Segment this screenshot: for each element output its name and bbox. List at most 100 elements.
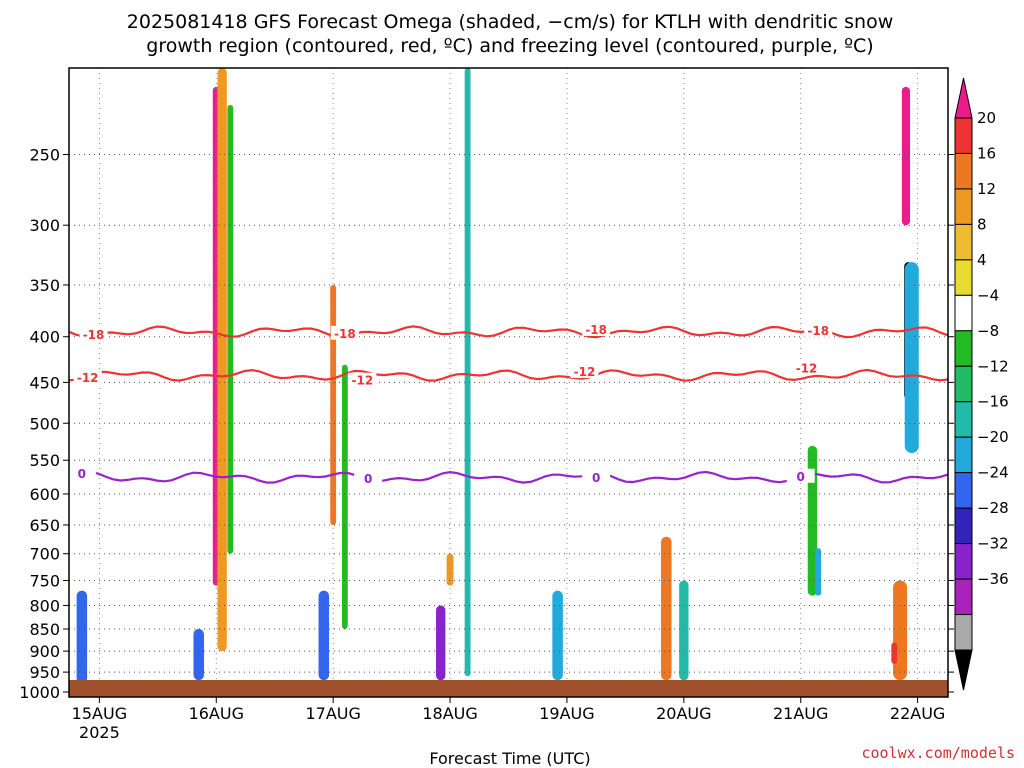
- contour-label-bg: [582, 321, 611, 336]
- y-tick-label: 900: [29, 642, 60, 661]
- colorbar-bottom-triangle: [954, 649, 973, 691]
- colorbar-band: [954, 294, 973, 332]
- y-tick-label: 650: [29, 516, 60, 535]
- plot-background: [69, 68, 948, 697]
- colorbar-top-triangle: [954, 77, 973, 119]
- omega-blob: [815, 548, 822, 596]
- contour-label-bg: [73, 370, 102, 385]
- colorbar-tick-label: 12: [977, 180, 996, 198]
- colorbar-tick-label: 4: [977, 251, 987, 269]
- omega-blob: [679, 580, 689, 681]
- contour-label: -18: [585, 323, 607, 337]
- colorbar-tick-label: 16: [977, 144, 996, 162]
- y-axis: 250 300 350 400 450 500 550 600 650 700 750 800 850 9…: [19, 146, 954, 702]
- colorbar-band: [954, 507, 973, 545]
- colorbar-band: [954, 365, 973, 403]
- contour-label: -12: [796, 361, 818, 375]
- omega-blob: [464, 68, 471, 677]
- colorbar-tick-label: 8: [977, 215, 987, 233]
- contour-label: 0: [78, 467, 86, 481]
- omega-blob: [318, 590, 330, 681]
- contour-label: 0: [364, 472, 372, 486]
- contour-label-bg: [354, 470, 383, 485]
- contour-line: [68, 368, 949, 382]
- contour-label: -18: [807, 324, 829, 338]
- y-tick-label: 750: [29, 571, 60, 590]
- colorbar-tick-label: −28: [977, 499, 1009, 517]
- colorbar-band: [954, 578, 973, 616]
- omega-blob: [807, 445, 818, 596]
- contour-label-bg: [67, 466, 96, 481]
- omega-blob: [661, 536, 672, 681]
- omega-blob: [891, 642, 898, 664]
- omega-blob: [893, 580, 908, 681]
- colorbar-band: [954, 223, 973, 261]
- y-tick-label: 700: [29, 545, 60, 564]
- x-tick-label: 20AUG: [656, 704, 711, 723]
- y-tick-label: 400: [29, 328, 60, 347]
- y-tick-label: 950: [29, 663, 60, 682]
- x-tick-label: 15AUG: [72, 704, 127, 723]
- colorbar-tick-label: −4: [977, 286, 999, 304]
- x-tick-label: 16AUG: [189, 704, 244, 723]
- y-tick-label: 600: [29, 485, 60, 504]
- omega-shading-layer: [76, 68, 919, 685]
- colorbar-band: [954, 188, 973, 225]
- y-tick-label: 300: [29, 216, 60, 235]
- contour-label: -18: [334, 327, 356, 341]
- chart-title-line1: 2025081418 GFS Forecast Omega (shaded, −…: [127, 11, 893, 33]
- omega-blob: [217, 68, 227, 652]
- contour-label: 0: [592, 471, 600, 485]
- colorbar-tick-label: −24: [977, 464, 1009, 482]
- y-tick-label: 550: [29, 451, 60, 470]
- colorbar-band: [954, 117, 973, 154]
- y-tick-label: 850: [29, 620, 60, 639]
- colorbar-band: [954, 614, 973, 651]
- omega-blob: [901, 86, 911, 226]
- omega-blob: [341, 364, 348, 629]
- x-tick-label: 21AUG: [773, 704, 828, 723]
- contour-line: [68, 325, 949, 339]
- y-tick-label: 450: [29, 373, 60, 392]
- colorbar-tick-label: −12: [977, 357, 1009, 375]
- omega-blob: [76, 590, 88, 685]
- x-tick-label: 18AUG: [422, 704, 477, 723]
- colorbar-band: [954, 543, 973, 580]
- x-tick-sublabel: 2025: [79, 723, 120, 742]
- colorbar-tick-label: −20: [977, 428, 1009, 446]
- contour-label-bg: [582, 470, 611, 485]
- contour-label: -18: [83, 328, 105, 342]
- plot-area: -18 -18 -18 -18 -12 -12 -12 -12 0 0 0 0: [67, 67, 949, 698]
- omega-blob: [227, 104, 234, 554]
- colorbar-tick-label: −36: [977, 570, 1009, 588]
- contour-label-bg: [792, 360, 821, 375]
- colorbar-band: [954, 472, 973, 509]
- colorbar-band: [954, 401, 973, 438]
- contour-label: 0: [797, 470, 805, 484]
- contour-label-bg: [79, 326, 108, 341]
- contour-label-bg: [348, 372, 377, 387]
- contour-label-bg: [804, 322, 833, 337]
- colorbar-band: [954, 259, 973, 296]
- contour-label: -12: [352, 374, 374, 388]
- y-tick-label: 1000: [19, 683, 60, 702]
- colorbar-band: [954, 436, 973, 474]
- contour-label: -12: [574, 365, 596, 379]
- x-tick-label: 19AUG: [539, 704, 594, 723]
- colorbar-tick-label: −8: [977, 322, 999, 340]
- contour-layer: -18 -18 -18 -18 -12 -12 -12 -12 0 0 0 0: [67, 321, 949, 486]
- chart-title-line2: growth region (contoured, red, ºC) and f…: [146, 35, 873, 57]
- credit-text: coolwx.com/models: [861, 744, 1015, 762]
- contour-label: -12: [77, 371, 99, 385]
- y-tick-label: 500: [29, 414, 60, 433]
- colorbar-band: [954, 152, 973, 190]
- omega-blob: [330, 284, 337, 525]
- colorbar-band: [954, 330, 973, 367]
- omega-blob: [904, 262, 919, 454]
- contour-label-bg: [570, 363, 599, 378]
- omega-blob: [446, 553, 454, 586]
- omega-blob: [193, 628, 205, 681]
- colorbar-tick-label: −32: [977, 535, 1009, 553]
